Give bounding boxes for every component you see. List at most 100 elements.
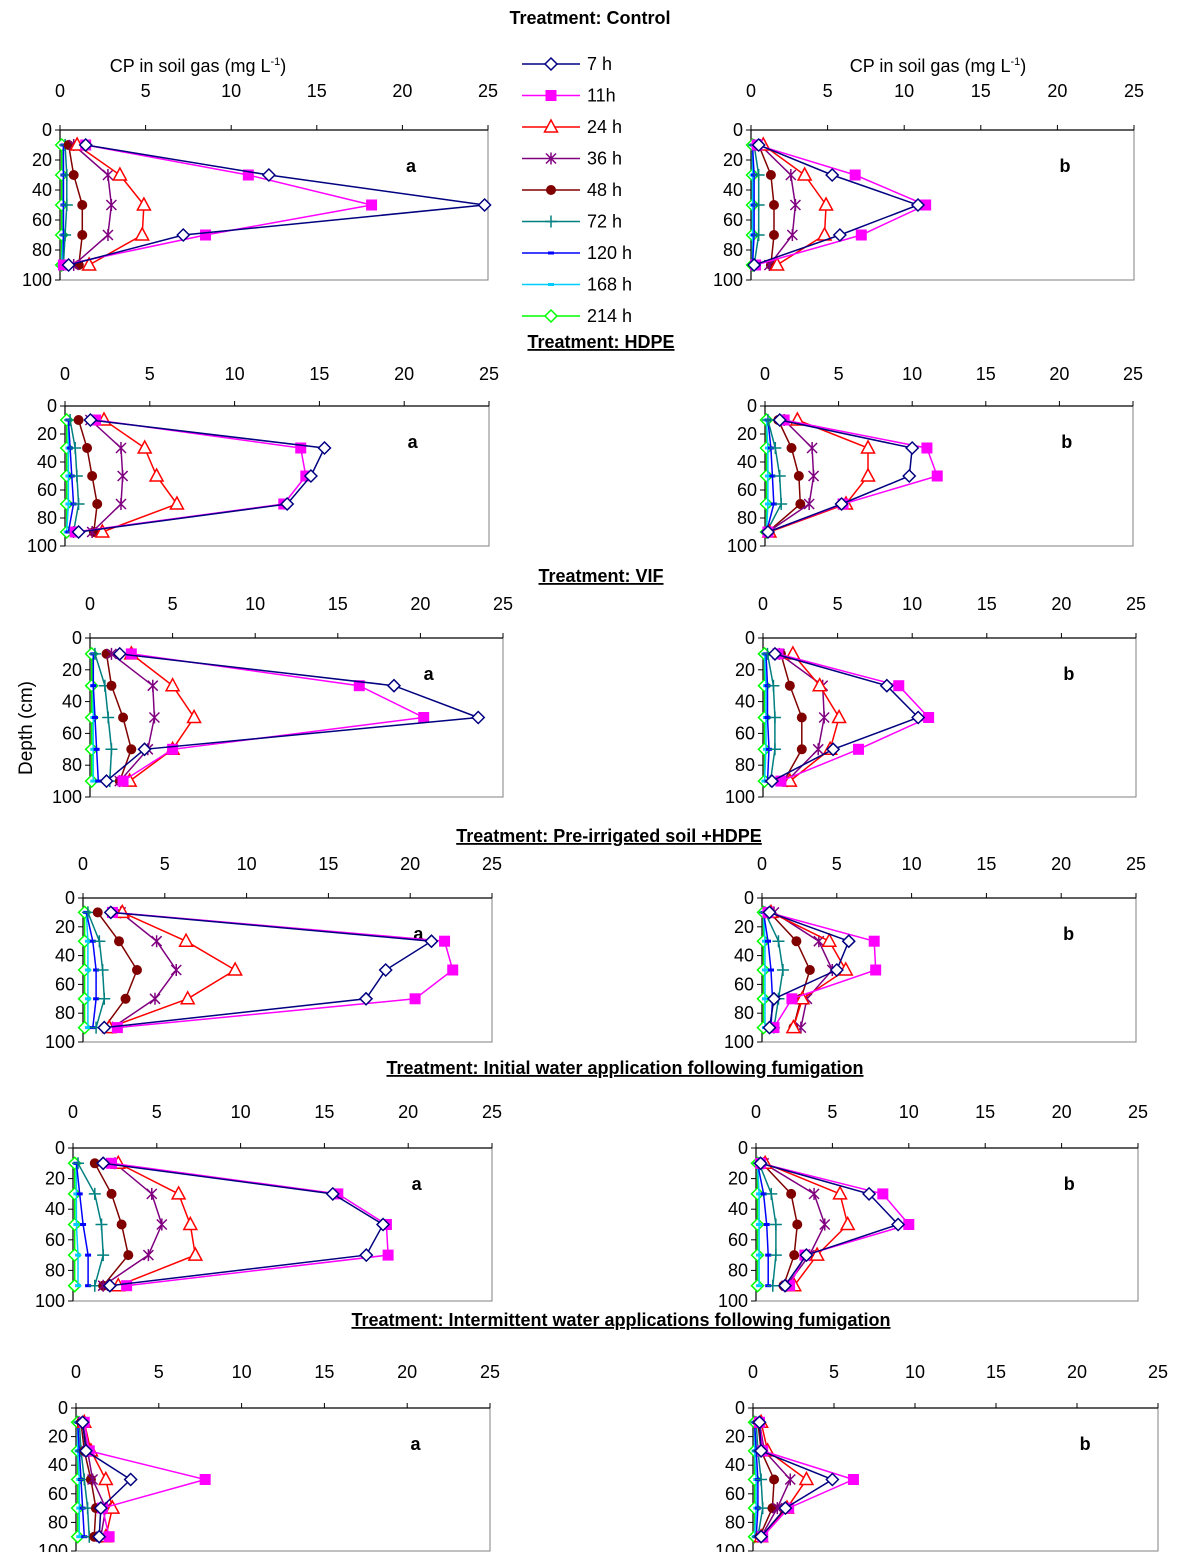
y-tick-label: 0 <box>47 396 57 416</box>
data-point <box>834 496 849 512</box>
series-line <box>111 911 178 1029</box>
data-point <box>418 712 430 723</box>
y-tick-label: 80 <box>62 755 82 775</box>
data-point <box>78 137 93 153</box>
data-point <box>756 1253 763 1257</box>
data-point <box>760 524 776 540</box>
y-tick-label: 60 <box>62 723 82 743</box>
data-point <box>439 935 451 947</box>
data-point <box>819 1218 831 1231</box>
data-point <box>90 779 97 783</box>
y-tick-label: 100 <box>727 536 757 556</box>
data-point <box>761 997 768 1001</box>
panel-0-b: 0 5 10 15 20 25 0 20 40 60 80 100 b <box>713 81 1144 290</box>
data-point <box>768 711 781 724</box>
data-point <box>227 961 243 976</box>
legend-entry: 72 h <box>522 212 622 232</box>
data-point <box>751 137 766 153</box>
x-tick-label: 5 <box>833 594 843 614</box>
x-tick-label: 0 <box>55 81 65 101</box>
series-line <box>108 911 237 1029</box>
data-point <box>825 1472 840 1487</box>
x-tick-label: 25 <box>479 364 499 384</box>
x-tick-label: 5 <box>145 364 155 384</box>
series-7h <box>61 137 492 273</box>
data-point <box>93 1501 108 1516</box>
data-point <box>811 677 828 692</box>
x-axis-title-end: ) <box>1020 56 1026 76</box>
y-tick-label: 20 <box>725 1427 745 1447</box>
data-point <box>95 1218 108 1231</box>
data-point <box>77 200 88 210</box>
y-tick-label: 80 <box>728 1260 748 1280</box>
x-tick-label: 10 <box>899 1102 919 1122</box>
data-point <box>773 470 786 482</box>
data-point <box>75 1284 82 1288</box>
x-tick-label: 5 <box>154 1362 164 1382</box>
data-point <box>808 1187 820 1200</box>
data-point <box>893 680 905 692</box>
y-axis-title: Depth (cm) <box>16 681 37 775</box>
data-point <box>176 227 191 243</box>
y-tick-label: 100 <box>713 270 743 290</box>
legend-marker <box>545 215 557 228</box>
y-tick-label: 0 <box>55 1138 65 1158</box>
data-point <box>752 229 765 241</box>
series-36h <box>84 414 129 538</box>
x-tick-label: 0 <box>746 81 756 101</box>
data-point <box>69 442 82 454</box>
data-point <box>84 997 91 1001</box>
data-point <box>769 1474 780 1485</box>
data-point <box>81 256 97 271</box>
y-tick-label: 0 <box>738 1138 748 1158</box>
x-tick-label: 20 <box>1051 594 1071 614</box>
series-line <box>129 653 196 782</box>
x-tick-label: 0 <box>751 1102 761 1122</box>
data-point <box>93 747 100 751</box>
data-point <box>764 474 771 478</box>
legend-marker <box>543 308 559 324</box>
treatment-heading-5: Treatment: Intermittent water applicatio… <box>351 1310 890 1330</box>
panel-letter: a <box>410 1434 421 1454</box>
x-tick-label: 0 <box>78 854 88 874</box>
x-tick-label: 20 <box>400 854 420 874</box>
x-tick-label: 25 <box>480 1362 500 1382</box>
data-point <box>868 935 880 947</box>
treatment-heading-1: Treatment: HDPE <box>527 332 674 352</box>
y-tick-label: 20 <box>32 150 52 170</box>
data-point <box>99 774 114 789</box>
data-point <box>91 716 98 719</box>
data-point <box>879 678 894 693</box>
y-tick-label: 40 <box>723 180 743 200</box>
y-tick-label: 0 <box>65 888 75 908</box>
y-tick-label: 0 <box>744 888 754 908</box>
y-tick-label: 40 <box>62 692 82 712</box>
x-tick-label: 0 <box>85 594 95 614</box>
data-point <box>911 710 926 725</box>
data-point <box>825 167 840 183</box>
data-point <box>92 1529 107 1544</box>
plot-area-frame <box>75 1407 491 1552</box>
y-tick-label: 20 <box>735 660 755 680</box>
data-point <box>186 708 202 724</box>
data-point <box>90 747 97 751</box>
series-24h <box>763 903 854 1034</box>
data-point <box>102 1278 117 1293</box>
y-tick-label: 100 <box>35 1291 65 1311</box>
data-point <box>769 1249 782 1262</box>
data-point <box>151 935 163 948</box>
series-7h <box>96 1156 391 1293</box>
data-point <box>756 1284 763 1288</box>
data-point <box>87 1473 99 1486</box>
panel-5-a: 0 5 10 15 20 25 0 20 40 60 80 100 a <box>38 1362 500 1552</box>
data-point <box>71 524 86 540</box>
y-tick-label: 0 <box>58 1398 68 1418</box>
y-tick-label: 100 <box>725 787 755 807</box>
legend-entry: 120 h <box>522 243 632 263</box>
x-tick-label: 25 <box>1123 364 1143 384</box>
x-tick-label: 25 <box>1128 1102 1148 1122</box>
data-point <box>809 1246 825 1261</box>
data-point <box>829 962 844 978</box>
panel-letter: a <box>424 664 435 684</box>
data-point <box>116 1219 127 1230</box>
